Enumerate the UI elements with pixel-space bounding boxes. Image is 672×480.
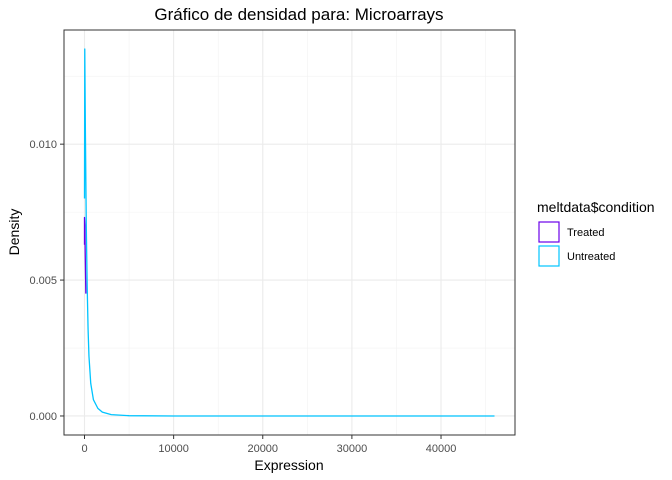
chart-title: Gráfico de densidad para: Microarrays	[154, 5, 443, 24]
legend-key-untreated	[538, 245, 560, 267]
x-tick-label: 10000	[158, 443, 189, 455]
y-tick-label: 0.000	[29, 411, 57, 423]
y-axis-title: Density	[6, 209, 22, 256]
legend-label-untreated: Untreated	[567, 251, 615, 263]
x-tick-label: 40000	[426, 443, 457, 455]
x-axis: 0 10000 20000 30000 40000	[81, 435, 456, 455]
series-line-untreated	[83, 48, 495, 417]
x-tick-label: 20000	[247, 443, 278, 455]
x-tick-label: 30000	[337, 443, 368, 455]
plot-border	[63, 29, 516, 436]
legend: meltdata$condition Treated Untreated	[537, 199, 655, 267]
series-lines	[83, 48, 495, 417]
legend-items: Treated Untreated	[538, 221, 615, 267]
plot-panel	[63, 29, 516, 436]
plot-background	[64, 30, 515, 435]
legend-key-treated	[538, 221, 560, 243]
x-tick-label: 0	[81, 443, 87, 455]
y-axis: 0.000 0.005 0.010	[29, 139, 64, 423]
x-axis-title: Expression	[254, 457, 323, 473]
legend-title: meltdata$condition	[537, 199, 655, 215]
series-line-treated	[83, 216, 87, 294]
legend-label-treated: Treated	[567, 227, 605, 239]
y-tick-label: 0.010	[29, 139, 57, 151]
y-tick-label: 0.005	[29, 275, 57, 287]
